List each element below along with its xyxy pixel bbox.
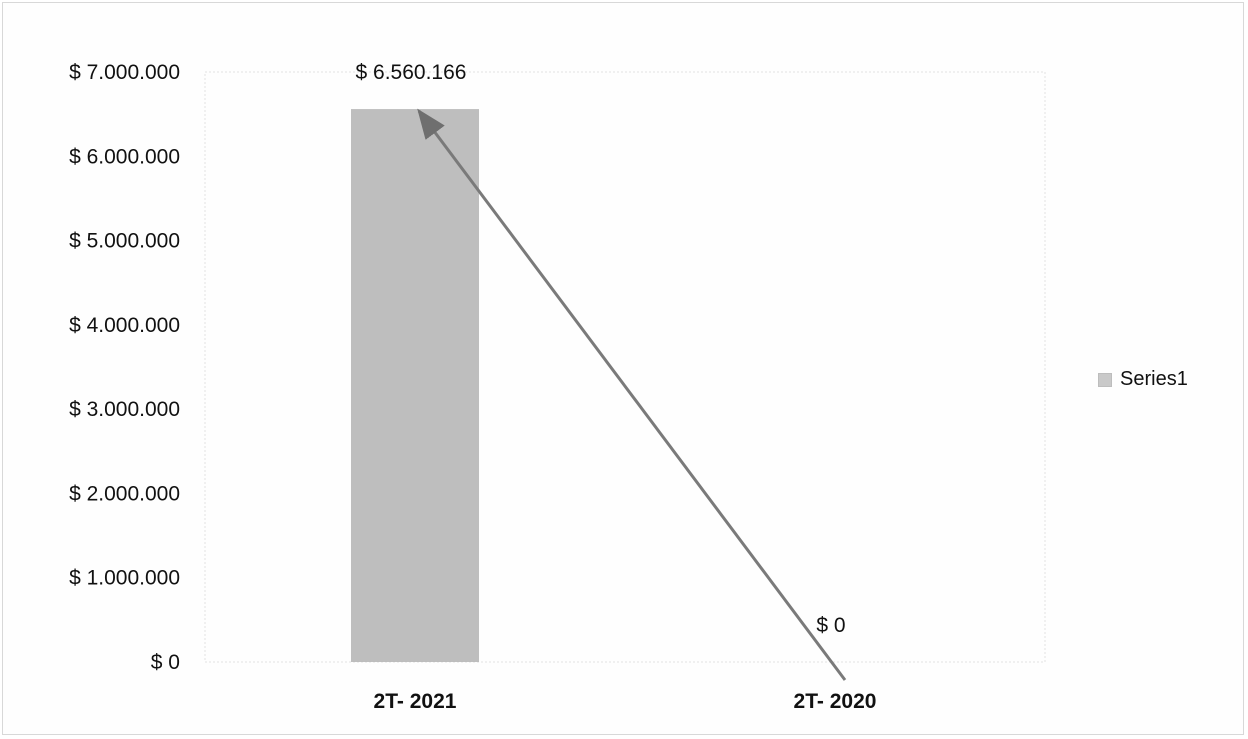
y-tick-label: $ 7.000.000 [69, 61, 180, 84]
bar [351, 109, 479, 663]
y-tick-label: $ 0 [151, 651, 180, 674]
y-tick-label: $ 5.000.000 [69, 230, 180, 253]
x-tick-label: 2T- 2021 [374, 690, 457, 713]
x-tick-label: 2T- 2020 [794, 690, 877, 713]
y-tick-label: $ 1.000.000 [69, 567, 180, 590]
y-tick-label: $ 3.000.000 [69, 398, 180, 421]
annotation-arrow [417, 108, 847, 681]
data-labels: $ 6.560.166 $ 0 [356, 61, 846, 637]
legend-swatch-series1 [1098, 372, 1112, 387]
data-label: $ 0 [816, 614, 845, 637]
x-axis: 2T- 2021 2T- 2020 [374, 690, 877, 713]
bars [351, 109, 479, 663]
data-label: $ 6.560.166 [356, 61, 467, 84]
legend: Series1 [1098, 368, 1188, 391]
legend-label-series1: Series1 [1120, 368, 1188, 390]
annotation [417, 108, 847, 681]
y-tick-label: $ 4.000.000 [69, 314, 180, 337]
y-tick-label: $ 2.000.000 [69, 482, 180, 505]
y-axis: $ 0 $ 1.000.000 $ 2.000.000 $ 3.000.000 $ 4.… [69, 61, 180, 674]
plot-area [204, 71, 1046, 663]
y-tick-label: $ 6.000.000 [69, 145, 180, 168]
